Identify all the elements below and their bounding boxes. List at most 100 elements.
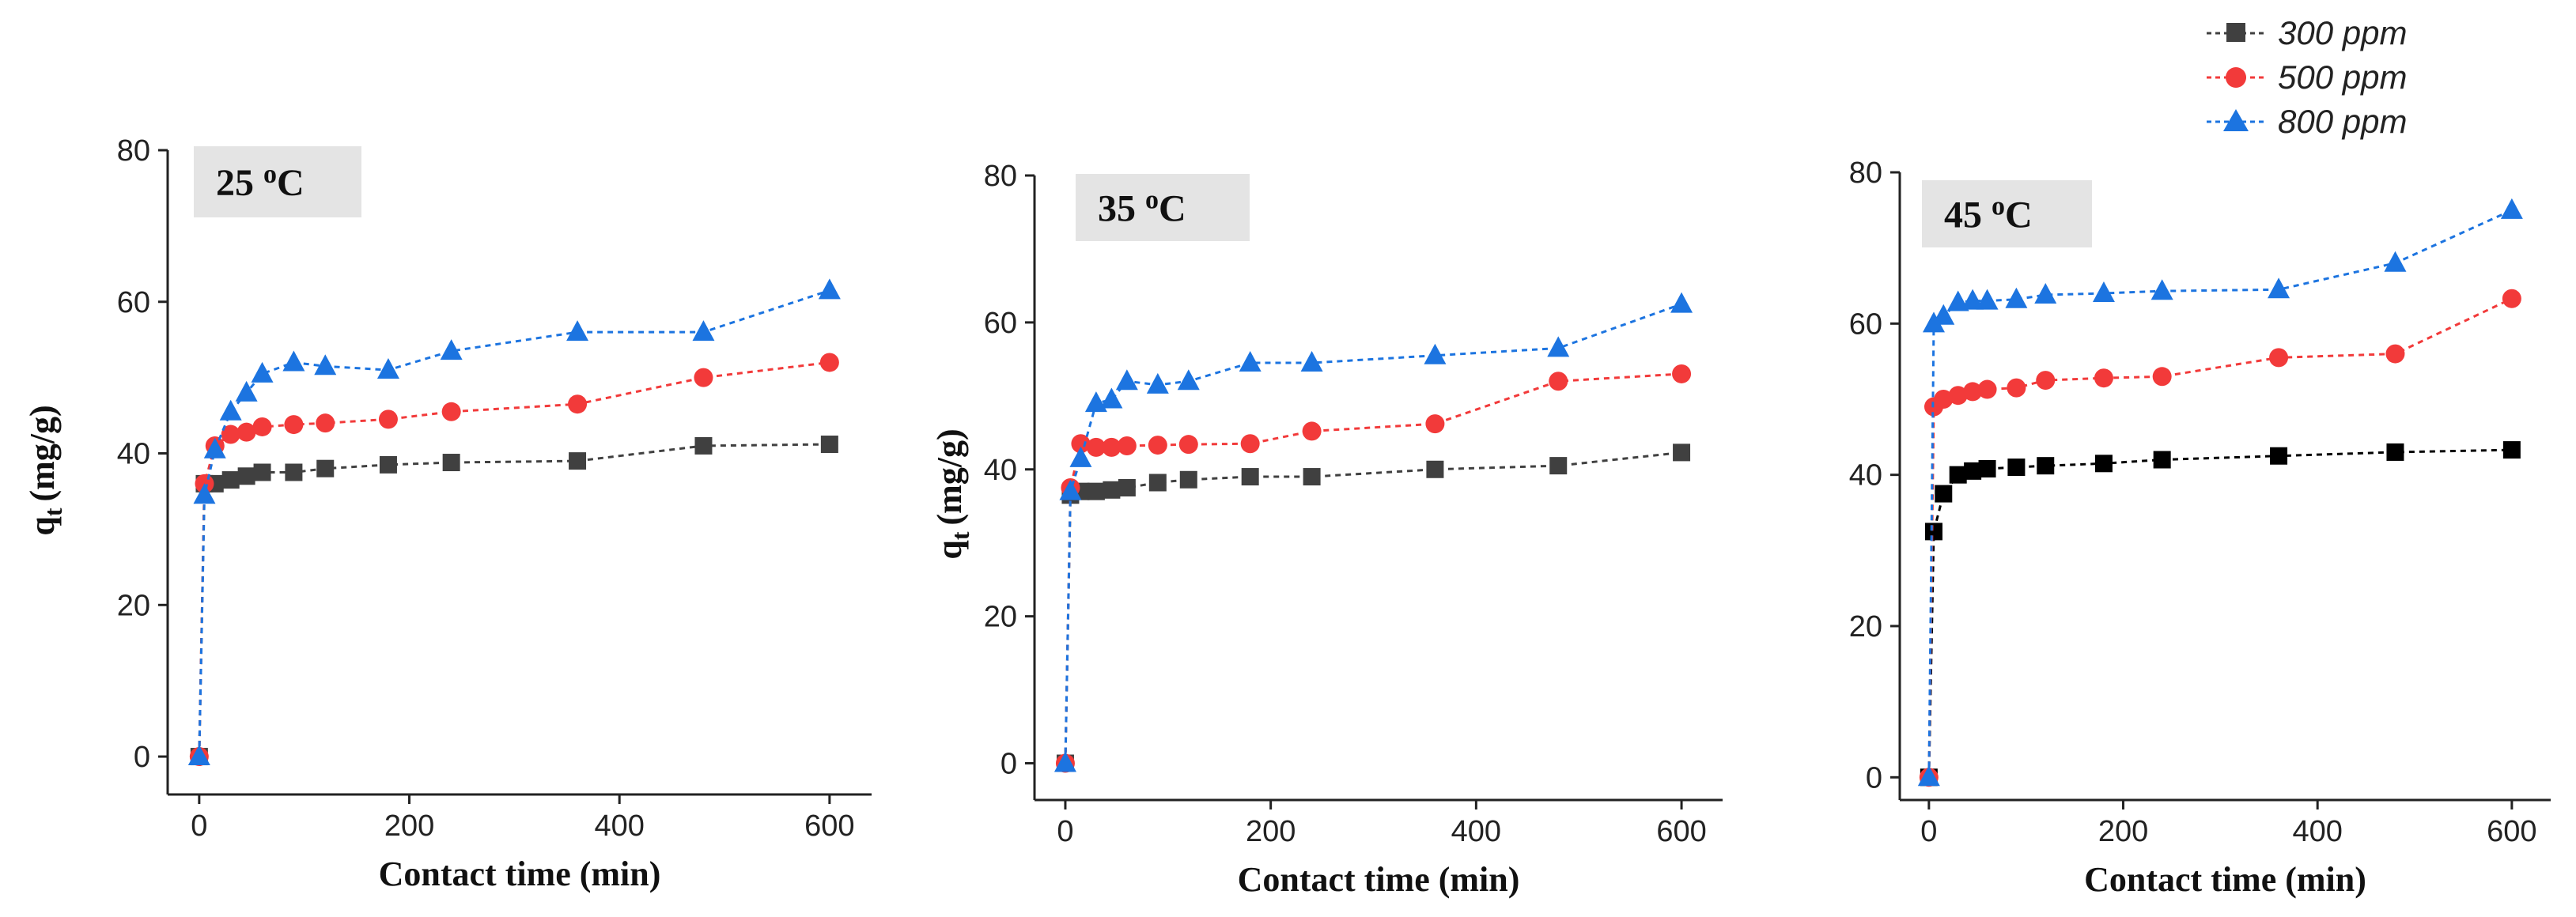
x-tick-label: 200 <box>1246 815 1296 848</box>
x-tick-label: 0 <box>191 809 207 843</box>
y-tick-label: 0 <box>134 741 150 774</box>
data-point <box>221 425 240 444</box>
y-tick-label: 80 <box>984 160 1017 193</box>
x-axis-title: Contact time (min) <box>1238 860 1520 899</box>
temp-label: 45 oC <box>1944 192 2033 236</box>
panel-2: 0 200 400 600 0 20 40 60 80 Contact time (min) qt(… <box>930 160 1723 899</box>
legend: 300 ppm 500 ppm 800 ppm <box>2207 14 2407 140</box>
x-tick-label: 200 <box>384 809 434 843</box>
data-point <box>1978 459 1996 477</box>
series-line <box>1064 372 1682 764</box>
data-point <box>1949 466 1967 484</box>
data-point <box>379 455 397 474</box>
data-point <box>2094 455 2113 473</box>
y-tick-label: 0 <box>1866 761 1882 794</box>
legend-label-300: 300 ppm <box>2278 14 2407 51</box>
x-tick-label: 0 <box>1920 815 1937 848</box>
data-point <box>235 380 258 402</box>
data-point <box>1426 460 1444 478</box>
data-point <box>1100 387 1123 409</box>
data-point <box>237 467 255 485</box>
series-line <box>198 443 830 757</box>
data-point <box>2386 443 2404 461</box>
data-point <box>219 399 242 421</box>
data-point <box>2502 289 2521 308</box>
data-point <box>376 358 399 379</box>
data-point <box>2152 367 2172 387</box>
data-point <box>2500 198 2523 219</box>
data-point <box>1917 765 1940 787</box>
data-point <box>1948 386 1968 406</box>
data-point <box>1425 414 1445 434</box>
data-point <box>1549 457 1568 475</box>
data-point <box>569 452 587 470</box>
data-point <box>1964 462 1982 480</box>
data-point <box>1241 468 1259 486</box>
x-tick-label: 200 <box>2098 815 2148 848</box>
x-axis-title: Contact time (min) <box>2084 860 2366 899</box>
legend-marker-500 <box>2226 67 2246 88</box>
series-300-ppm <box>1920 441 2521 787</box>
data-point <box>1932 304 1955 325</box>
y-axis-title: qt(mg/g) <box>23 405 67 535</box>
data-point <box>1178 435 1198 455</box>
data-point <box>1148 436 1167 455</box>
data-point <box>819 353 839 372</box>
data-point <box>820 436 838 454</box>
x-tick-label: 600 <box>1656 815 1706 848</box>
data-point <box>1103 481 1121 499</box>
y-axis-title: qt(mg/g) <box>930 428 974 559</box>
data-point <box>1963 382 1983 402</box>
series-line <box>1927 297 2513 778</box>
legend-item-500: 500 ppm <box>2207 58 2407 96</box>
data-point <box>2007 458 2026 477</box>
data-point <box>1547 336 1570 357</box>
data-point <box>1177 369 1200 391</box>
data-point <box>2094 368 2113 388</box>
y-tick-label: 60 <box>117 286 150 319</box>
data-point <box>2385 344 2405 364</box>
panel-3: 0 200 400 600 0 20 40 60 80 Contact time (min) 45 … <box>1849 157 2551 899</box>
series-line <box>1064 303 1682 764</box>
temp-label: 35 oC <box>1098 186 1186 230</box>
y-tick-label: 40 <box>117 438 150 471</box>
y-tick-label: 40 <box>1849 459 1882 492</box>
data-point <box>2092 281 2115 303</box>
data-point <box>285 463 303 481</box>
data-point <box>1087 482 1105 500</box>
legend-item-300: 300 ppm <box>2207 14 2407 51</box>
data-point <box>1117 436 1137 456</box>
x-tick-label: 400 <box>2292 815 2342 848</box>
data-point <box>187 745 210 766</box>
series-500-ppm <box>189 353 839 767</box>
temp-label: 25 oC <box>216 160 305 204</box>
data-point <box>566 320 589 342</box>
data-point <box>1148 474 1167 492</box>
data-point <box>1086 437 1106 457</box>
y-tick-label: 40 <box>984 454 1017 487</box>
y-tick-label: 60 <box>984 307 1017 340</box>
data-point <box>316 459 335 477</box>
series-line <box>1927 448 2512 778</box>
data-point <box>203 437 226 458</box>
data-point <box>1239 351 1262 372</box>
data-point <box>1672 364 1692 383</box>
data-point <box>2153 451 2171 469</box>
data-point <box>2384 251 2407 272</box>
series-800-ppm <box>187 278 841 766</box>
data-point <box>1240 434 1260 454</box>
data-point <box>282 350 305 372</box>
panel-1: 0 200 400 600 0 20 40 60 80 Contact time (min) qt(… <box>23 134 872 893</box>
data-point <box>314 354 337 375</box>
data-point <box>1071 434 1091 454</box>
data-point <box>1977 379 1997 399</box>
data-point <box>568 394 588 414</box>
series-500-ppm <box>1055 364 1692 773</box>
data-point <box>1102 437 1122 457</box>
y-tick-label: 80 <box>1849 157 1882 190</box>
data-point <box>442 454 460 472</box>
data-point <box>441 402 461 421</box>
series-800-ppm <box>1053 292 1693 772</box>
data-point <box>1300 351 1323 372</box>
x-tick-label: 400 <box>594 809 644 843</box>
